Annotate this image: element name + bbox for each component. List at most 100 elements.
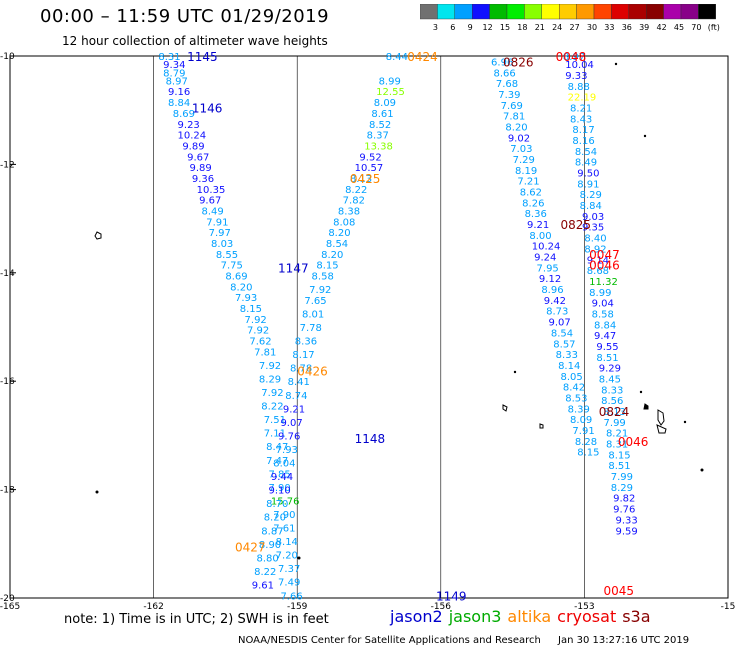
wave-height-value: 8.36: [295, 337, 317, 348]
wave-height-value: 8.13: [604, 407, 626, 418]
wave-height-value: 7.11: [264, 429, 286, 440]
wave-height-value: 8.14: [558, 361, 580, 372]
wave-height-value: 8.39: [568, 404, 590, 415]
wave-height-value: 8.14: [276, 537, 298, 548]
wave-height-value: 8.69: [173, 109, 195, 120]
wave-height-value: 9.76: [278, 431, 300, 442]
map-frame: [9, 55, 729, 599]
lat-tick-label: -12: [0, 160, 15, 170]
lat-tick-label: -16: [0, 377, 15, 387]
color-scale-label: 33: [604, 23, 614, 32]
wave-height-value: 9.04: [592, 299, 614, 310]
lat-tick-label: -10: [0, 52, 15, 62]
credit-org: NOAA/NESDIS Center for Satellite Applica…: [238, 635, 541, 646]
wave-height-value: 8.80: [257, 553, 279, 564]
credit-timestamp: Jan 30 13:27:16 UTC 2019: [558, 635, 690, 646]
wave-height-value: 8.33: [601, 385, 623, 396]
wave-height-value: 9.59: [616, 526, 638, 537]
wave-height-value: 8.49: [575, 158, 597, 169]
wave-height-value: 8.15: [577, 448, 599, 459]
pass-number-label: 0427: [235, 541, 266, 555]
wave-height-value: 8.40: [584, 234, 606, 245]
wave-height-value: 8.22: [261, 402, 283, 413]
wave-height-value: 9.21: [527, 220, 549, 231]
color-scale-label: 30: [587, 23, 597, 32]
color-scale-label: 9: [468, 23, 473, 32]
wave-height-value: 7.99: [611, 472, 633, 483]
wave-height-value: 12.55: [376, 87, 405, 98]
wave-height-value: 7.99: [604, 418, 626, 429]
wave-height-value: 7.81: [254, 347, 276, 358]
wave-height-value: 7.61: [273, 524, 295, 535]
wave-height-value: 7.66: [280, 591, 302, 602]
track-cryosat-0048: 8.9710.049.338.8822.198.218.438.178.168.…: [563, 52, 638, 537]
wave-height-value: 8.49: [201, 206, 223, 217]
wave-height-value: 8.03: [211, 239, 233, 250]
footnote: note: 1) Time is in UTC; 2) SWH is in fe…: [64, 612, 329, 627]
pass-number-label: 0425: [350, 172, 381, 186]
pass-number-label: 1146: [192, 101, 223, 115]
wave-height-value: 9.67: [199, 196, 221, 207]
lat-tick-label: -20: [0, 594, 15, 604]
wave-height-value: 7.03: [510, 144, 532, 155]
wave-height-value: 10.57: [355, 163, 384, 174]
color-scale-label: 15: [500, 23, 510, 32]
color-scale-label: 24: [552, 23, 562, 32]
wave-height-value: 8.01: [302, 309, 324, 320]
color-scale-legend: 3 6 9 12 15 18 21 24 27 30 33 36 39 42 45 70 (ft): [420, 4, 720, 32]
wave-height-value: 8.47: [266, 442, 288, 453]
wave-height-value: 10.35: [197, 185, 226, 196]
wave-height-value: 9.52: [359, 152, 381, 163]
wave-height-value: 8.20: [230, 282, 252, 293]
wave-height-value: 8.22: [345, 185, 367, 196]
color-scale-label: 45: [674, 23, 684, 32]
wave-height-value: 7.39: [498, 90, 520, 101]
wave-height-value: 8.21: [606, 429, 628, 440]
wave-height-value: 9.14: [587, 255, 609, 266]
island-dot: [643, 134, 647, 138]
wave-height-value: 7.62: [249, 337, 271, 348]
wave-height-value: 8.16: [572, 136, 594, 147]
wave-height-value: 13.38: [364, 141, 393, 152]
satellite-legend: jason2 jason3 altika cryosat s3a: [390, 607, 657, 626]
color-scale-label: 3: [433, 23, 438, 32]
pass-number-label: 0047: [589, 248, 620, 262]
island-outline: [539, 423, 544, 429]
wave-height-value: 8.29: [580, 190, 602, 201]
wave-height-value: 8.28: [575, 437, 597, 448]
lon-tick-label: -165: [0, 602, 20, 610]
wave-height-value: 8.88: [568, 82, 590, 93]
wave-height-value: 8.99: [379, 76, 401, 87]
color-scale-label: 70: [691, 23, 701, 32]
wave-height-value: 8.09: [570, 415, 592, 426]
wave-height-value: 9.24: [534, 253, 556, 264]
wave-height-value: 9.67: [187, 152, 209, 163]
wave-height-value: 8.97: [563, 52, 585, 63]
wave-height-value: 8.36: [525, 209, 547, 220]
lon-tick-label: -162: [143, 602, 163, 610]
lon-tick-label: -15: [721, 602, 736, 610]
wave-height-value: 9.36: [192, 174, 214, 185]
wave-height-value: 8.26: [522, 198, 544, 209]
wave-height-value: 9.44: [271, 472, 293, 483]
pass-number-label: 0046: [618, 435, 649, 449]
pass-number-label: 0046: [589, 259, 620, 273]
lat-tick-label: -18: [0, 486, 15, 496]
wave-height-value: 8.45: [599, 374, 621, 385]
pass-number-label: 1147: [278, 261, 309, 275]
wave-height-value: 8.22: [254, 567, 276, 578]
pass-number-label: 1148: [355, 432, 386, 446]
legend-item-s3a: s3a: [622, 607, 651, 626]
color-scale-label: 27: [570, 23, 580, 32]
track-cryosat-0826: 6.968.667.687.397.697.818.209.027.037.29…: [491, 57, 599, 458]
wave-height-value: 8.70: [266, 499, 288, 510]
wave-height-value: 7.47: [266, 456, 288, 467]
wave-height-value: 8.62: [520, 188, 542, 199]
wave-height-value: 8.44: [386, 52, 408, 63]
wave-height-value: 8.57: [553, 339, 575, 350]
wave-height-value: 8.96: [541, 285, 563, 296]
color-scale-label: 39: [639, 23, 649, 32]
pass-number-label: 0048: [556, 50, 587, 64]
legend-item-cryosat: cryosat: [557, 607, 617, 626]
wave-height-value: 7.65: [304, 296, 326, 307]
